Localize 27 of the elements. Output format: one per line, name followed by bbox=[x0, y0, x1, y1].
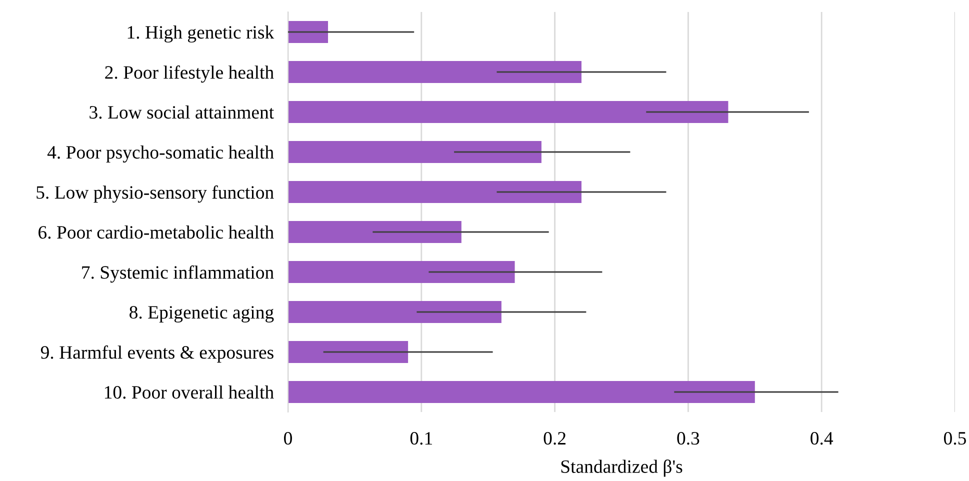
bar bbox=[288, 341, 408, 363]
y-tick-label: 3. Low social attainment bbox=[90, 105, 274, 119]
x-tick-label: 0.4 bbox=[810, 432, 834, 445]
bar bbox=[288, 61, 582, 83]
y-tick-label: 5. Low physio-sensory function bbox=[36, 185, 274, 203]
y-tick-label: 4. Poor psycho-somatic health bbox=[47, 145, 274, 163]
y-tick-label: 7. Systemic inflammation bbox=[82, 265, 274, 283]
x-tick-label: 0.2 bbox=[544, 432, 566, 445]
bar bbox=[288, 261, 515, 283]
y-tick-label: 10. Poor overall health bbox=[104, 385, 274, 399]
bar bbox=[288, 381, 755, 403]
y-tick-label: 1. High genetic risk bbox=[128, 25, 274, 43]
bar bbox=[288, 221, 462, 243]
bar bbox=[288, 301, 502, 323]
bar bbox=[288, 181, 582, 203]
y-tick-label: 6. Poor cardio-metabolic health bbox=[38, 225, 274, 239]
y-tick-label: 2. Poor lifestyle health bbox=[105, 65, 274, 83]
x-tick-label: 0.1 bbox=[410, 432, 432, 445]
bar bbox=[288, 21, 328, 43]
y-tick-label: 9. Harmful events & exposures bbox=[40, 345, 274, 363]
x-axis-title: Standardized β's bbox=[561, 460, 682, 477]
x-tick-label: 0.3 bbox=[677, 432, 700, 445]
x-tick-label: 0.5 bbox=[944, 432, 966, 445]
bar bbox=[288, 141, 542, 163]
bar bbox=[288, 101, 728, 123]
x-tick-label: 0 bbox=[284, 432, 292, 445]
y-tick-label: 8. Epigenetic aging bbox=[130, 306, 274, 323]
